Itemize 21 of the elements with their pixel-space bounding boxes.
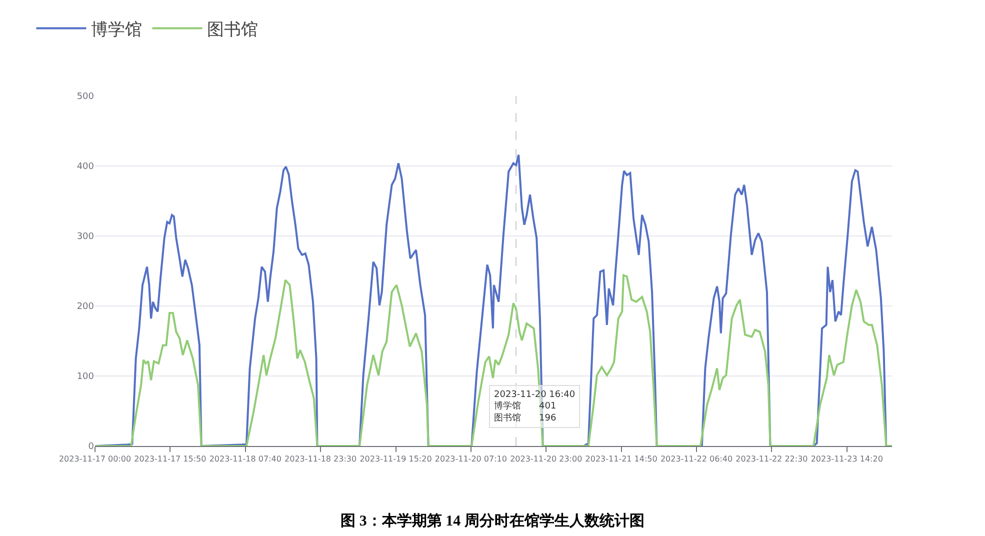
x-tick-label: 2023-11-22 06:40 [660,454,733,464]
x-tick-label: 2023-11-18 07:40 [209,454,282,464]
x-tick-label: 2023-11-20 23:00 [510,454,582,464]
legend-label: 图书馆 [207,20,258,40]
x-tick-label: 2023-11-17 00:00 [58,454,132,464]
x-tick-label: 2023-11-23 14:20 [810,454,883,464]
y-tick-label: 100 [76,372,94,382]
y-tick-label: 300 [76,232,94,242]
y-tick-label: 500 [76,92,94,102]
x-tick-label: 2023-11-21 14:50 [585,454,658,464]
x-tick-label: 2023-11-18 23:30 [284,454,357,464]
x-tick-label: 2023-11-20 07:10 [434,454,507,464]
x-tick-label: 2023-11-22 22:30 [736,454,808,464]
y-tick-label: 400 [76,162,94,172]
text: 图 3：本学期第 14 周分时在馆学生人数统计图 [340,512,644,530]
y-tick-label: 0 [88,442,94,452]
legend-label: 博学馆 [91,20,142,40]
y-tick-label: 200 [76,302,94,312]
x-tick-label: 2023-11-19 15:20 [360,454,432,464]
annotation: 2023-11-20 16:40 博学馆 401 图书馆 196 [494,390,576,424]
x-tick-label: 2023-11-17 15:50 [134,454,206,464]
